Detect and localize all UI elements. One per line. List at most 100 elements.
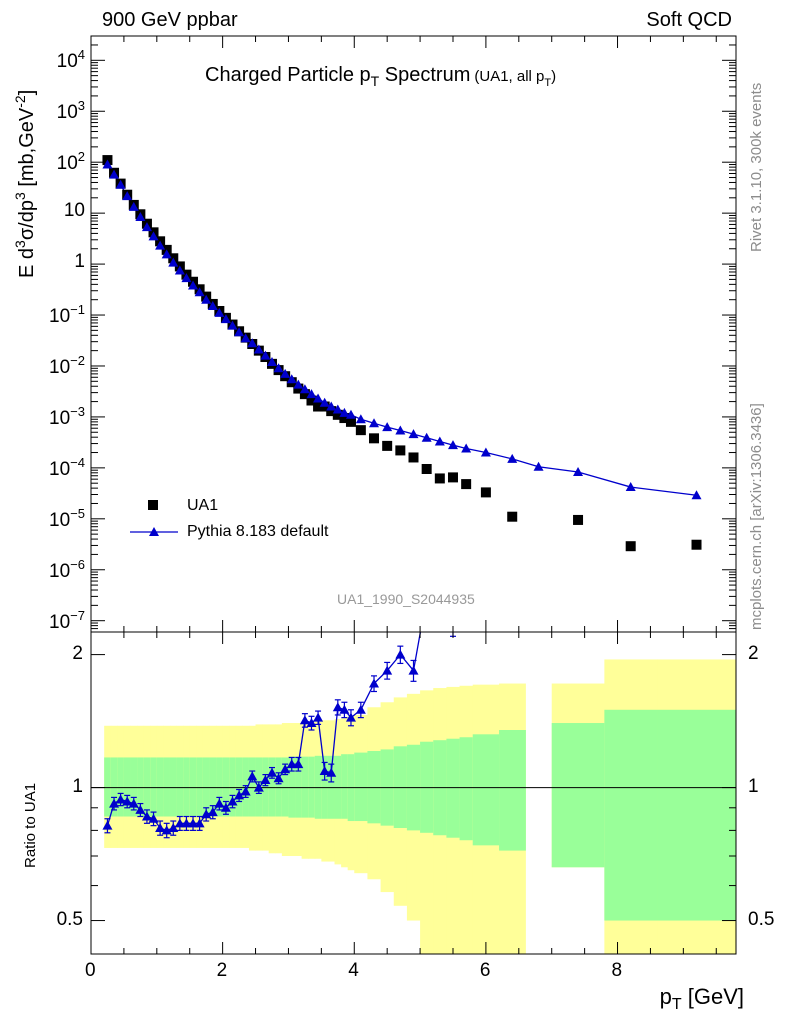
reference-label: UA1_1990_S2044935 (337, 591, 475, 607)
mc-point (227, 320, 238, 330)
band-inner-bin (275, 757, 283, 817)
mc-point (299, 384, 310, 394)
legend-entry-mc: Pythia 8.183 default (187, 523, 329, 540)
rivet-version-label: Rivet 3.1.10, 300k events (748, 82, 765, 252)
y-tick-label: 10−5 (49, 505, 85, 531)
mc-point (141, 222, 152, 232)
mc-point (355, 414, 366, 424)
x-tick-label: 6 (479, 960, 491, 981)
mc-point (115, 179, 126, 189)
data-point (326, 406, 337, 417)
ratio-point (369, 678, 380, 688)
data-point (507, 511, 518, 522)
band-inner-bin (216, 757, 224, 817)
band-inner-bin (499, 729, 526, 851)
mcplots-label: mcplots.cern.ch [arXiv:1306.3436] (748, 403, 765, 630)
data-point (339, 413, 350, 424)
ratio-point (214, 798, 225, 808)
mc-point (122, 191, 133, 201)
mc-point (280, 368, 291, 378)
header-left: 900 GeV ppbar (102, 9, 238, 31)
ratio-point (266, 767, 277, 777)
spectrum-series (102, 155, 702, 552)
data-point (461, 479, 472, 490)
x-tick-label: 8 (611, 960, 623, 981)
ratio-point (355, 704, 366, 714)
ratio-point (286, 759, 297, 769)
band-inner-bin (281, 757, 289, 817)
y-tick-label: 1 (74, 251, 85, 273)
y-tick-label: 10 (63, 200, 85, 222)
data-point (421, 463, 432, 474)
ratio-point (408, 665, 419, 675)
band-inner-bin (130, 757, 138, 817)
ratio-point (148, 813, 159, 823)
band-inner-bin (137, 757, 145, 817)
ratio-point (181, 818, 192, 828)
mc-point (260, 350, 271, 360)
ratio-series (102, 632, 456, 839)
band-inner-bin (209, 757, 217, 817)
ratio-y-tick-label-right: 0.5 (748, 908, 775, 930)
mc-point (408, 429, 419, 439)
mc-point (326, 401, 337, 411)
mc-point (102, 159, 113, 169)
legend-marker-data (148, 500, 158, 510)
band-inner-bin (163, 757, 171, 817)
ratio-point (299, 715, 310, 725)
band-inner-bin (446, 738, 461, 838)
band-inner-bin (169, 757, 178, 817)
y-tick-label: 10−6 (49, 556, 85, 582)
y-tick-label: 10−7 (49, 607, 85, 633)
ratio-point (155, 822, 166, 832)
ratio-y-axis-label: Ratio to UA1 (22, 782, 39, 868)
ratio-y-tick-label-left: 0.5 (56, 908, 83, 930)
band-inner-bin (117, 757, 125, 817)
mc-point (128, 201, 139, 211)
band-inner-bin (202, 757, 210, 817)
mc-point (421, 432, 432, 442)
ratio-point (115, 794, 126, 804)
mc-point (181, 273, 192, 283)
band-inner-bin (176, 757, 184, 817)
header-right: Soft QCD (646, 9, 732, 31)
mc-point (480, 447, 491, 457)
y-axis-label: E d3σ/dp3 [mb,GeV-2] (12, 89, 38, 278)
band-inner-bin (472, 734, 500, 846)
data-point (408, 452, 419, 463)
data-point (447, 472, 458, 483)
data-point (306, 395, 317, 406)
ratio-point (395, 649, 406, 659)
y-tick-label: 102 (56, 149, 85, 175)
ratio-point (122, 796, 133, 806)
band-inner-bin (604, 709, 658, 921)
data-point (625, 541, 636, 552)
y-tick-label: 104 (56, 47, 85, 73)
band-inner-bin (268, 757, 276, 817)
data-point (434, 473, 445, 484)
band-inner-bin (150, 757, 158, 817)
mc-point (168, 257, 179, 267)
mc-point (188, 280, 199, 290)
data-point (395, 445, 406, 456)
mc-point (207, 301, 218, 311)
band-inner-bin (222, 757, 230, 817)
band-inner-bin (183, 757, 191, 817)
mc-point (313, 393, 324, 403)
ratio-point (280, 764, 291, 774)
mc-point (253, 344, 264, 354)
mc-point (161, 249, 172, 259)
ratio-point (345, 712, 356, 722)
data-point (382, 440, 393, 451)
ratio-point (240, 786, 251, 796)
plot-title: Charged Particle pT Spectrum (UA1, all pT… (205, 64, 557, 89)
ratio-point (109, 798, 120, 808)
mc-point (155, 240, 166, 250)
ratio-point (188, 818, 199, 828)
ratio-point (273, 773, 284, 783)
band-inner-bin (189, 757, 197, 817)
ratio-point (207, 807, 218, 817)
top-frame (90, 35, 737, 633)
band-inner-bin (354, 752, 368, 822)
mc-point (240, 333, 251, 343)
